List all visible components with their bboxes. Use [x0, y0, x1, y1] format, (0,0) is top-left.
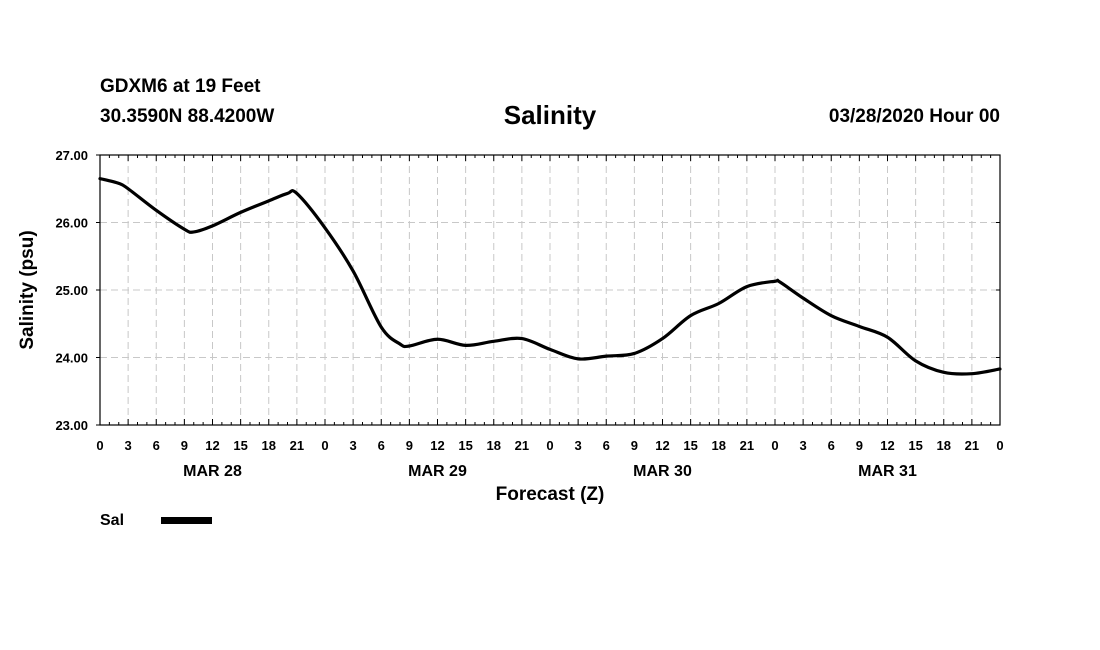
x-tick-label: 15 — [683, 438, 697, 453]
x-tick-labels: 0 3 6 9 12 15 18 21 0 3 6 9 12 15 18 21 0 3 6 9 12 15 18 21 0 3 6 9… — [96, 438, 1003, 453]
coordinates-label: 30.3590N 88.4200W — [100, 106, 275, 127]
x-tick-label: 0 — [771, 438, 778, 453]
x-tick-label: 0 — [96, 438, 103, 453]
x-tick-label: 3 — [800, 438, 807, 453]
x-tick-label: 6 — [603, 438, 610, 453]
x-tick-label: 0 — [546, 438, 553, 453]
station-label: GDXM6 at 19 Feet — [100, 76, 261, 97]
x-tick-label: 6 — [828, 438, 835, 453]
forecast-datetime: 03/28/2020 Hour 00 — [828, 106, 1000, 127]
x-tick-label: 21 — [740, 438, 754, 453]
x-tick-label: 15 — [233, 438, 247, 453]
x-tick-label: 0 — [321, 438, 328, 453]
x-tick-label: 21 — [965, 438, 979, 453]
x-tick-label: 21 — [515, 438, 529, 453]
x-tick-label: 3 — [575, 438, 582, 453]
y-tick-label: 27.00 — [55, 148, 88, 163]
plot-frame — [99, 154, 1001, 426]
salinity-series-line — [98, 177, 1002, 376]
day-label: MAR 31 — [858, 463, 917, 480]
x-tick-label: 6 — [153, 438, 160, 453]
x-tick-label: 3 — [350, 438, 357, 453]
x-tick-label: 0 — [996, 438, 1003, 453]
y-tick-label: 25.00 — [55, 283, 88, 298]
x-tick-label: 9 — [856, 438, 863, 453]
x-tick-label: 12 — [655, 438, 669, 453]
y-tick-label: 26.00 — [55, 216, 88, 231]
x-tick-label: 6 — [378, 438, 385, 453]
y-tick-labels: 23.00 24.00 25.00 26.00 27.00 — [55, 148, 88, 433]
x-tick-label: 18 — [262, 438, 276, 453]
x-tick-label: 12 — [430, 438, 444, 453]
x-tick-label: 21 — [290, 438, 304, 453]
x-axis-label: Forecast (Z) — [496, 484, 605, 505]
x-tick-label: 12 — [880, 438, 894, 453]
day-label: MAR 29 — [408, 463, 467, 480]
y-axis-label: Salinity (psu) — [17, 230, 38, 349]
y-tick-label: 24.00 — [55, 351, 88, 366]
legend-label: Sal — [100, 512, 124, 529]
x-tick-label: 18 — [937, 438, 951, 453]
day-label: MAR 30 — [633, 463, 692, 480]
x-tick-label: 9 — [631, 438, 638, 453]
x-tick-label: 3 — [125, 438, 132, 453]
y-tick-label: 23.00 — [55, 418, 88, 433]
x-tick-label: 9 — [181, 438, 188, 453]
legend-swatch — [161, 517, 212, 524]
grid — [100, 155, 1000, 425]
x-tick-label: 15 — [458, 438, 472, 453]
x-tick-label: 18 — [487, 438, 501, 453]
x-tick-label: 18 — [712, 438, 726, 453]
day-label: MAR 28 — [183, 463, 242, 480]
x-tick-label: 9 — [406, 438, 413, 453]
day-labels: MAR 28 MAR 29 MAR 30 MAR 31 — [183, 463, 917, 480]
x-tick-label: 12 — [205, 438, 219, 453]
x-tick-label: 15 — [908, 438, 922, 453]
chart-title: Salinity — [503, 100, 597, 130]
